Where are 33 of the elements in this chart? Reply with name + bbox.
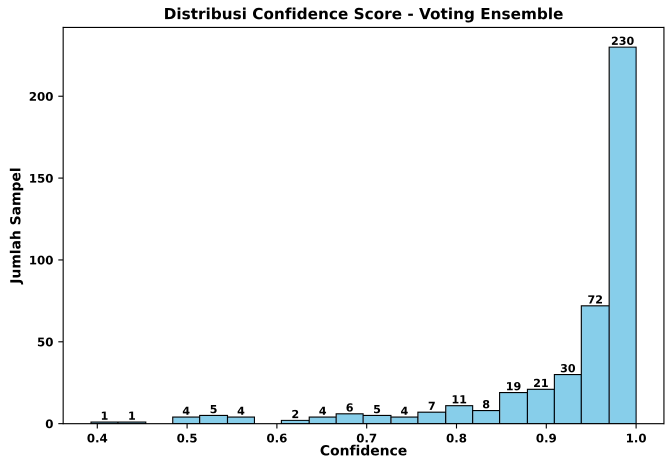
x-tick-label: 0.7 — [356, 434, 376, 443]
x-tick-label: 0.4 — [87, 434, 108, 443]
x-axis-title: Confidence — [320, 444, 407, 456]
x-tick-label: 1.0 — [626, 434, 646, 443]
data-label: 21 — [534, 378, 548, 387]
y-tick-label: 200 — [30, 92, 53, 101]
y-tick-label: 150 — [30, 174, 53, 183]
y-tick-label: 50 — [38, 338, 53, 346]
data-label: 7 — [428, 402, 435, 410]
data-label: 72 — [588, 295, 602, 304]
data-label: 4 — [319, 406, 326, 415]
x-tick-label: 0.5 — [177, 434, 197, 443]
x-tick-label: 0.8 — [446, 434, 466, 443]
data-label: 11 — [452, 395, 466, 404]
data-label: 230 — [612, 36, 634, 45]
data-label: 30 — [560, 364, 576, 372]
data-label: 19 — [507, 382, 521, 390]
y-axis-title: Jumlah Sampel — [10, 168, 24, 285]
y-tick-label: 0 — [46, 419, 53, 428]
data-label: 4 — [238, 406, 244, 415]
x-tick-label: 0.6 — [267, 434, 287, 443]
data-label: 1 — [129, 412, 135, 420]
data-label: 2 — [292, 410, 298, 418]
chart-title: Distribusi Confidence Score - Voting Ensemble — [165, 8, 563, 22]
data-label: 4 — [182, 406, 190, 415]
x-tick-label: 0.9 — [536, 434, 556, 443]
data-label: 6 — [346, 403, 353, 412]
y-tick-label: 100 — [30, 256, 53, 265]
data-label: 8 — [482, 400, 490, 408]
data-label: 5 — [374, 405, 380, 414]
data-label: 5 — [210, 405, 217, 414]
data-label: 4 — [401, 406, 408, 415]
data-label: 1 — [102, 412, 108, 420]
